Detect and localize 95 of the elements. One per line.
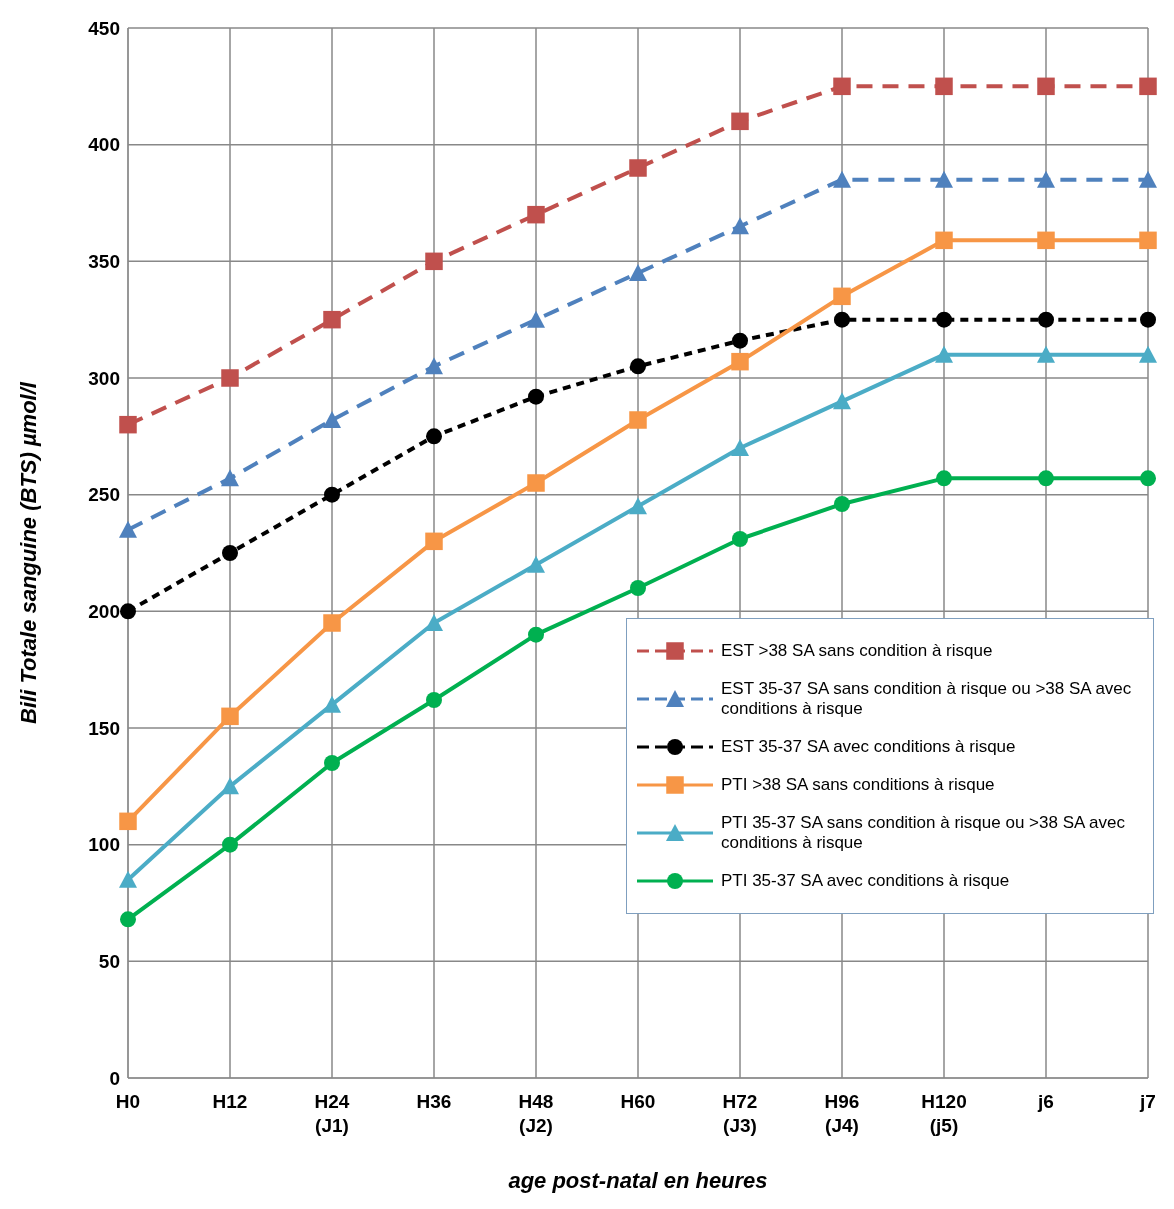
point bbox=[731, 352, 749, 371]
point bbox=[527, 555, 545, 573]
point bbox=[324, 486, 340, 503]
point bbox=[324, 755, 340, 771]
point bbox=[629, 159, 647, 177]
point bbox=[222, 545, 238, 561]
point bbox=[528, 626, 544, 643]
point bbox=[935, 77, 953, 96]
point bbox=[731, 217, 749, 235]
point bbox=[527, 310, 545, 328]
legend-label: PTI 35-37 SA avec conditions à risque bbox=[721, 871, 1010, 891]
point bbox=[1139, 170, 1157, 188]
point bbox=[1037, 345, 1055, 363]
y-tick-label: 250 bbox=[88, 484, 120, 506]
point bbox=[1037, 170, 1055, 188]
point bbox=[630, 580, 646, 596]
point bbox=[221, 469, 239, 487]
x-tick-label: H12 bbox=[212, 1091, 248, 1112]
y-tick-label: 200 bbox=[88, 601, 120, 623]
y-tick-label: 50 bbox=[98, 951, 120, 973]
point bbox=[426, 428, 442, 445]
point bbox=[1038, 470, 1054, 487]
point bbox=[222, 836, 238, 853]
point bbox=[1037, 77, 1055, 96]
x-tick-label: H72 (J3) bbox=[722, 1091, 758, 1136]
point bbox=[629, 497, 647, 515]
point bbox=[120, 911, 136, 928]
x-tick-label: H48 (J2) bbox=[518, 1091, 554, 1136]
point bbox=[935, 170, 953, 188]
y-tick-label: 100 bbox=[88, 834, 120, 856]
point bbox=[119, 520, 137, 538]
point bbox=[1140, 470, 1156, 487]
point bbox=[119, 870, 137, 888]
point bbox=[935, 345, 953, 363]
point bbox=[834, 496, 850, 512]
y-tick-label: 0 bbox=[109, 1067, 120, 1089]
x-tick-label: H24 (J1) bbox=[314, 1091, 350, 1136]
point bbox=[732, 332, 748, 349]
point bbox=[833, 170, 851, 188]
point bbox=[119, 812, 137, 831]
point bbox=[833, 77, 851, 96]
point bbox=[120, 603, 136, 620]
point bbox=[221, 707, 239, 726]
point bbox=[323, 695, 341, 713]
point bbox=[221, 369, 239, 387]
point bbox=[935, 231, 953, 250]
point bbox=[323, 411, 341, 428]
point bbox=[833, 287, 851, 306]
x-tick-label: j6 bbox=[1037, 1091, 1054, 1112]
x-tick-label: H60 bbox=[620, 1091, 656, 1112]
point bbox=[1139, 77, 1157, 96]
point bbox=[425, 614, 443, 631]
point bbox=[731, 439, 749, 456]
point bbox=[630, 358, 646, 375]
point bbox=[731, 112, 749, 131]
point bbox=[834, 311, 850, 328]
x-tick-label: H96 (J4) bbox=[824, 1091, 860, 1136]
x-tick-label: H120 (j5) bbox=[921, 1091, 967, 1136]
legend-label: EST >38 SA sans condition à risque bbox=[721, 641, 993, 661]
point bbox=[528, 388, 544, 405]
point bbox=[833, 392, 851, 410]
point bbox=[1140, 311, 1156, 328]
point bbox=[527, 474, 545, 492]
y-tick-label: 150 bbox=[88, 717, 120, 739]
y-tick-label: 400 bbox=[88, 134, 120, 156]
legend-label: PTI >38 SA sans conditions à risque bbox=[721, 775, 995, 795]
legend-label: EST 35-37 SA avec conditions à risque bbox=[721, 737, 1016, 757]
point bbox=[323, 310, 341, 329]
y-tick-label: 450 bbox=[88, 17, 120, 39]
x-tick-label: j7 bbox=[1139, 1091, 1156, 1112]
x-tick-label: H36 bbox=[416, 1091, 452, 1112]
point bbox=[732, 531, 748, 547]
point bbox=[629, 411, 647, 429]
y-tick-label: 300 bbox=[88, 367, 120, 389]
point bbox=[221, 777, 239, 795]
point bbox=[1139, 231, 1157, 250]
point bbox=[1037, 231, 1055, 250]
point bbox=[936, 311, 952, 328]
point bbox=[527, 205, 545, 224]
point bbox=[629, 264, 647, 281]
x-tick-label: H0 bbox=[115, 1091, 141, 1112]
point bbox=[426, 692, 442, 708]
point bbox=[119, 415, 137, 434]
y-axis-title: Bili Totale sanguine (BTS) µmol/l bbox=[15, 381, 41, 724]
x-axis-title: age post-natal en heures bbox=[508, 1168, 768, 1193]
legend-label: EST 35-37 SA sans condition à risque ou >38 SA avec conditions à risque bbox=[721, 679, 1133, 719]
legend-label: PTI 35-37 SA sans condition à risque ou >38 SA avec conditions à risque bbox=[721, 813, 1126, 853]
point bbox=[936, 470, 952, 487]
point bbox=[425, 532, 443, 551]
point bbox=[323, 614, 341, 632]
point bbox=[425, 252, 443, 271]
point bbox=[1038, 311, 1054, 328]
y-tick-label: 350 bbox=[88, 251, 120, 273]
point bbox=[425, 357, 443, 375]
point bbox=[1139, 345, 1157, 363]
